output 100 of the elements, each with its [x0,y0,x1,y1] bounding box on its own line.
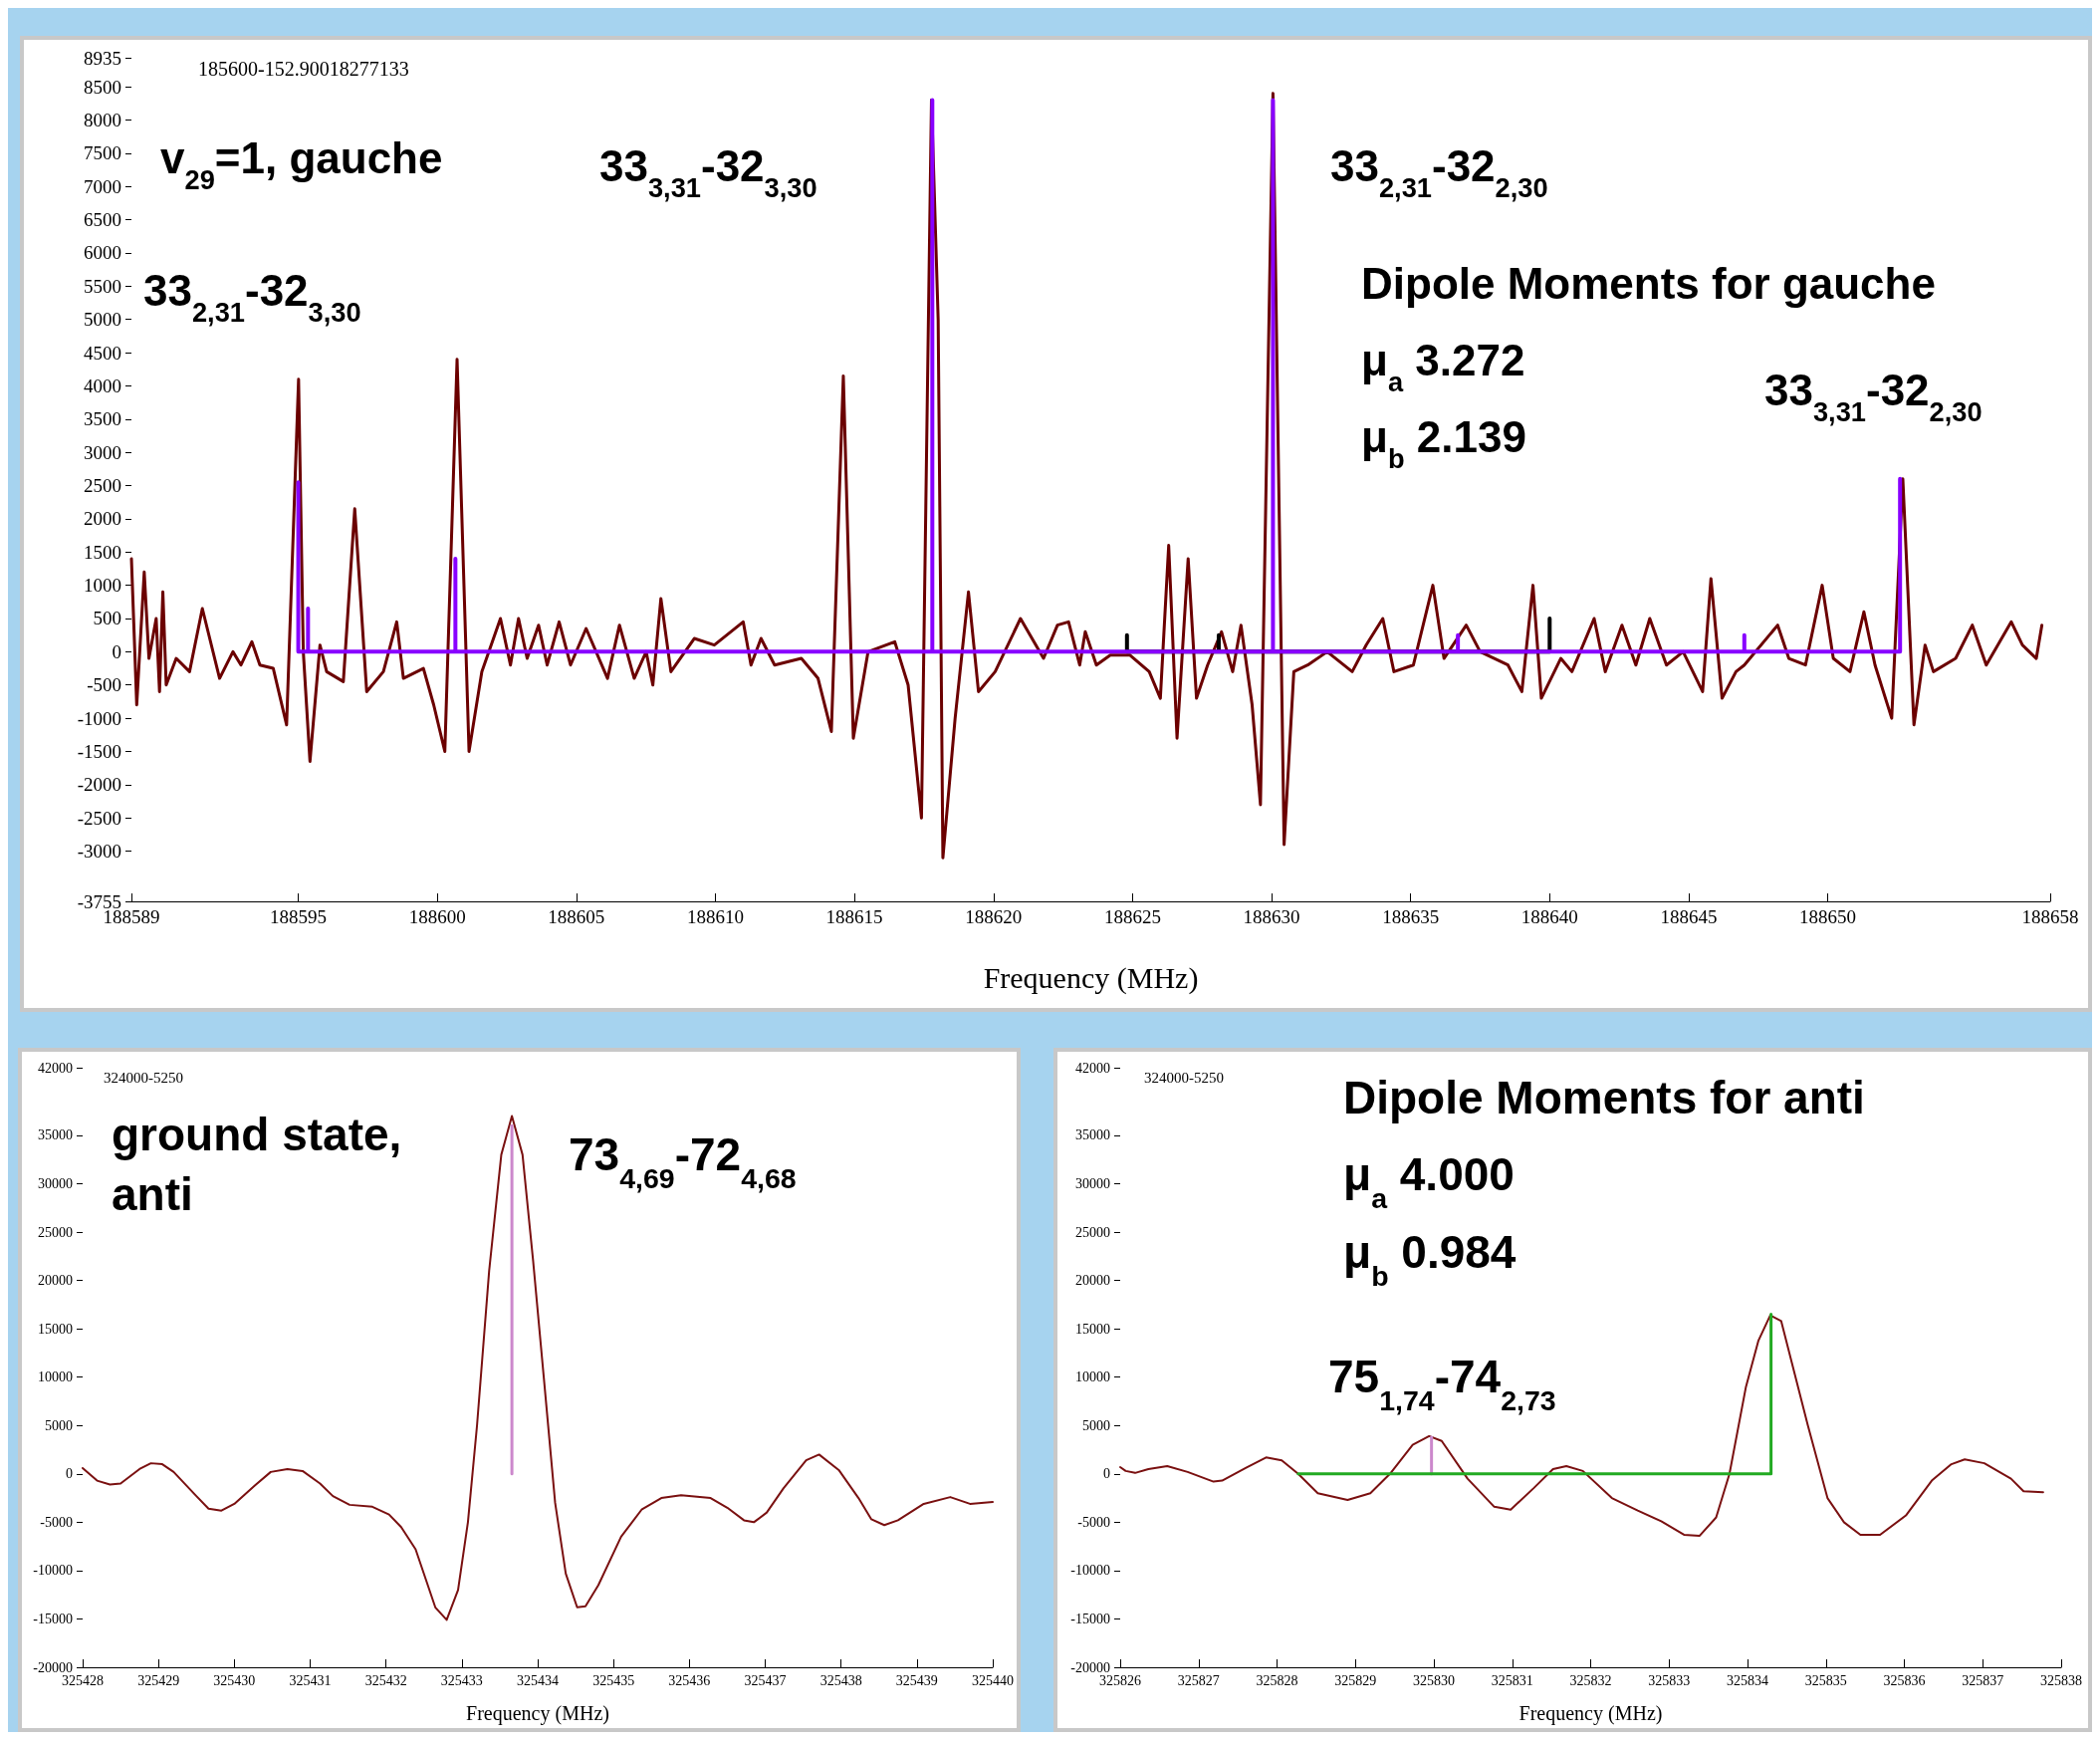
y-tick-label: 25000 [38,1224,73,1240]
x-tick-label: 325834 [1727,1672,1768,1688]
y-tick-label: 0 [112,640,121,662]
y-tick-label: 6000 [84,242,121,264]
y-tick-label: 25000 [1075,1224,1110,1240]
x-tick-label: 325440 [972,1672,1014,1688]
y-tick-label: 4000 [84,374,121,396]
y-tick-label: 10000 [1075,1369,1110,1385]
x-tick-label: 188620 [965,906,1023,927]
x-tick-label: 188645 [1660,906,1718,927]
y-tick-label: 42000 [1075,1060,1110,1076]
line-series [82,1115,994,1621]
y-tick-label: -3000 [77,841,121,863]
x-tick-label: 325836 [1883,1672,1926,1688]
x-tick-label: 325826 [1099,1672,1141,1688]
y-tick-label: 500 [93,608,121,629]
x-tick-label: 325433 [440,1672,483,1688]
x-axis-title: Frequency (MHz) [466,1702,609,1725]
x-tick-label: 325429 [137,1672,180,1688]
y-tick-label: -1500 [77,740,121,762]
y-tick-label: -10000 [1070,1563,1110,1579]
x-tick-label: 325837 [1962,1672,2004,1688]
x-tick-label: 325428 [62,1672,104,1688]
x-tick-label: 325838 [2040,1672,2082,1688]
y-tick-label: -15000 [1070,1611,1110,1626]
y-tick-label: -2500 [77,807,121,829]
x-axis-title: Frequency (MHz) [983,960,1199,995]
x-tick-label: 325829 [1334,1672,1377,1688]
y-tick-label: 1500 [84,541,121,563]
y-tick-label: 8000 [84,109,121,130]
x-axis-title: Frequency (MHz) [1518,1702,1663,1725]
x-tick-label: 325435 [592,1672,635,1688]
y-tick-label: 7000 [84,175,121,197]
x-tick-label: 188635 [1382,906,1440,927]
line-series [129,92,2044,860]
y-tick-label: 7500 [84,142,121,164]
y-tick-label: 30000 [1075,1176,1110,1192]
x-tick-label: 325827 [1177,1672,1220,1688]
annotation: 324000-5250 [1144,1069,1224,1086]
y-tick-label: -500 [87,674,121,696]
x-tick-label: 325438 [819,1672,862,1688]
x-tick-label: 188600 [408,906,466,927]
x-tick-label: 188658 [2021,906,2079,927]
x-tick-label: 188605 [548,906,605,927]
x-tick-label: 188610 [686,906,744,927]
y-tick-label: 1000 [84,575,121,597]
annotation: Dipole Moments for gauche [1361,258,1936,308]
annotation: ground state, anti [112,1109,415,1220]
y-tick-label: 3500 [84,408,121,430]
x-tick-label: 325828 [1256,1672,1298,1688]
y-tick-label: 42000 [38,1060,73,1076]
y-tick-label: 30000 [38,1176,73,1192]
y-tick-label: -20000 [33,1659,73,1675]
y-tick-label: -20000 [1070,1659,1110,1675]
y-tick-label: 35000 [38,1127,73,1143]
x-tick-label: 325432 [364,1672,407,1688]
y-tick-label: 0 [1103,1466,1110,1482]
x-tick-label: 188595 [270,906,328,927]
x-tick-label: 325831 [1491,1672,1533,1688]
x-tick-label: 188650 [1799,906,1857,927]
y-tick-label: 5000 [84,309,121,331]
annotation: Dipole Moments for anti [1343,1072,1865,1123]
y-tick-label: 2500 [84,475,121,497]
y-tick-label: 8500 [84,76,121,98]
y-tick-label: -5000 [40,1514,73,1530]
y-tick-label: 35000 [1075,1127,1110,1143]
y-tick-label: 20000 [1075,1273,1110,1289]
annotation: 185600-152.90018277133 [198,58,409,80]
annotation: 324000-5250 [104,1069,183,1086]
y-tick-label: 6500 [84,209,121,231]
x-tick-label: 325832 [1569,1672,1612,1688]
y-tick-label: 5000 [1082,1417,1110,1433]
x-tick-label: 188625 [1103,906,1161,927]
y-tick-label: -2000 [77,774,121,796]
y-tick-label: -15000 [33,1611,73,1626]
y-tick-label: 5000 [45,1417,73,1433]
x-tick-label: 188630 [1243,906,1300,927]
y-tick-label: -5000 [1077,1514,1110,1530]
x-tick-label: 325436 [668,1672,711,1688]
x-tick-label: 325434 [517,1672,559,1688]
x-tick-label: 325431 [289,1672,332,1688]
y-tick-label: 0 [66,1466,73,1482]
y-tick-label: 5500 [84,275,121,297]
y-tick-label: 15000 [38,1321,73,1337]
x-tick-label: 325439 [895,1672,938,1688]
x-tick-label: 188640 [1520,906,1578,927]
x-tick-label: 325437 [744,1672,787,1688]
x-tick-label: 325430 [213,1672,256,1688]
y-tick-label: 8935 [84,47,121,69]
y-tick-label: 10000 [38,1369,73,1385]
y-tick-label: 4500 [84,342,121,364]
line-series [1119,1314,2044,1537]
y-tick-label: 3000 [84,441,121,463]
x-tick-label: 325835 [1804,1672,1847,1688]
y-tick-label: 2000 [84,508,121,530]
x-tick-label: 325830 [1413,1672,1455,1688]
y-tick-label: -1000 [77,707,121,729]
y-tick-label: 15000 [1075,1321,1110,1337]
x-tick-label: 325833 [1648,1672,1691,1688]
x-tick-label: 188615 [825,906,883,927]
